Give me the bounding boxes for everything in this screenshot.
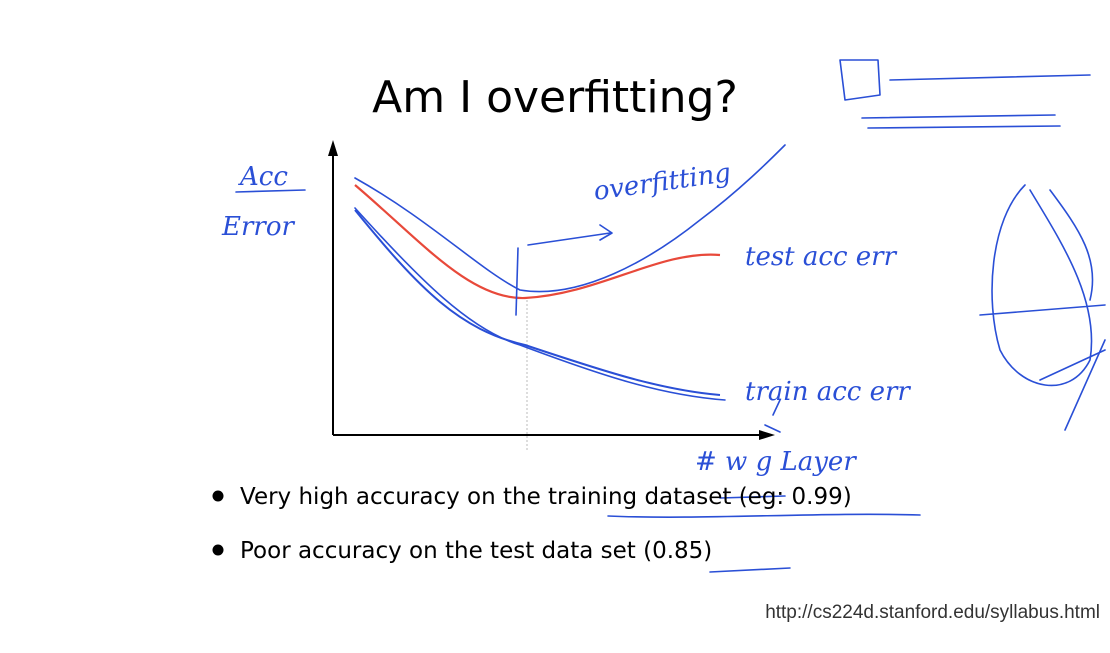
annotation: test acc err (745, 242, 898, 272)
annotation: overfitting (592, 158, 733, 207)
annotation: Error (221, 212, 295, 242)
test-curve (354, 184, 721, 300)
y-arrow (328, 140, 338, 156)
ink-arrow (764, 399, 781, 433)
bullet: Poor accuracy on the test data set (0.85… (240, 538, 712, 564)
ink-curve (354, 144, 786, 293)
ink-underline (607, 495, 921, 573)
bullet: Very high accuracy on the training datas… (240, 484, 852, 510)
x-arrow (759, 430, 775, 440)
ink-arrow (515, 224, 613, 316)
ink-strokes (235, 59, 1091, 193)
annotation: Acc (238, 162, 288, 192)
plot (328, 140, 775, 452)
slide-title: Am I overfitting? (372, 72, 738, 123)
bullet-dot (212, 544, 224, 556)
bullet-dot (212, 490, 224, 502)
ink-curve (354, 207, 726, 401)
source-url: http://cs224d.stanford.edu/syllabus.html (765, 602, 1100, 623)
annotation: # w g Layer (695, 447, 857, 477)
train-curve (354, 209, 721, 396)
annotation: train acc err (745, 377, 911, 407)
ink-scribble (979, 184, 1106, 431)
